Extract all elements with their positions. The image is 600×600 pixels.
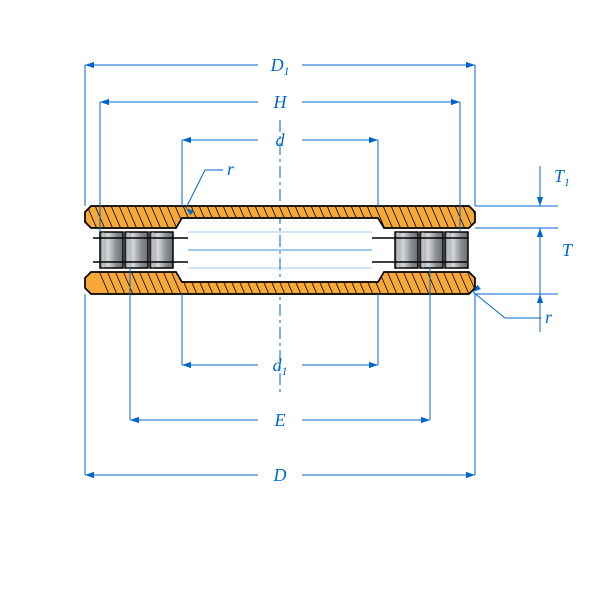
dim-label: d bbox=[276, 130, 286, 150]
dim-label: D1 bbox=[270, 55, 290, 78]
dim-label: T bbox=[562, 240, 574, 260]
dim-label: H bbox=[273, 92, 288, 112]
dim-label: r bbox=[227, 159, 235, 179]
dim-label: T1 bbox=[554, 166, 570, 189]
dim-label: d1 bbox=[273, 355, 288, 378]
dim-label: r bbox=[545, 307, 553, 327]
bearing-diagram: D1 Hd d1 E D T1 Tr r bbox=[0, 0, 600, 600]
dim-label: D bbox=[273, 465, 287, 485]
dim-label: E bbox=[274, 410, 286, 430]
